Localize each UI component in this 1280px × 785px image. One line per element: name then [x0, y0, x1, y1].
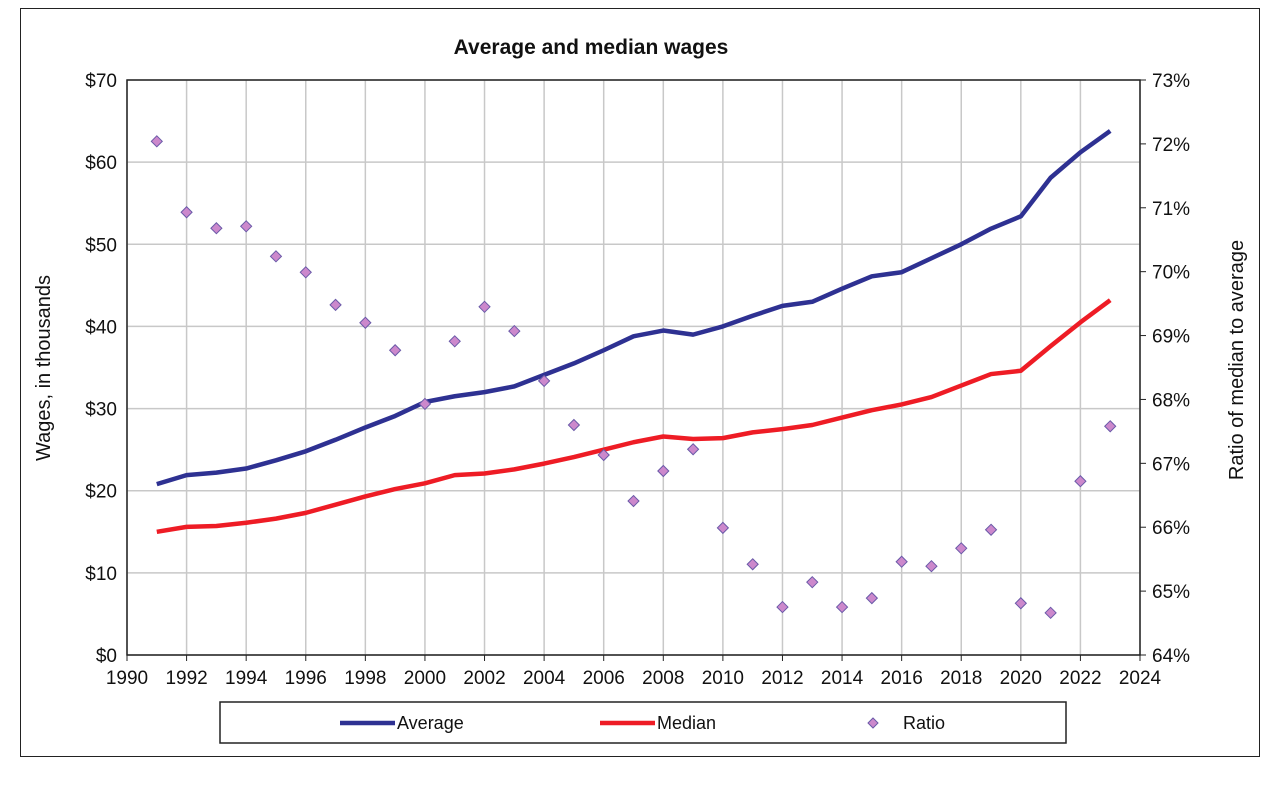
- ratio-point: [329, 298, 342, 312]
- y-tick-label: $50: [85, 235, 117, 256]
- ratio-point: [955, 542, 968, 555]
- y2-tick-label: 68%: [1152, 390, 1190, 411]
- x-tick-label: 2010: [702, 668, 744, 689]
- ratio-point: [835, 600, 849, 614]
- ratio-point: [418, 397, 432, 411]
- y-tick-label: $0: [96, 646, 117, 667]
- x-tick-label: 1992: [165, 668, 207, 689]
- ratio-point: [388, 344, 402, 357]
- y-tick-label: $10: [85, 564, 117, 585]
- y2-tick-label: 67%: [1152, 454, 1190, 475]
- ratio-point: [865, 591, 879, 605]
- y2-tick-label: 64%: [1152, 646, 1190, 667]
- ratio-point: [716, 521, 730, 535]
- x-tick-label: 1994: [225, 668, 268, 689]
- ratio-point: [1014, 597, 1028, 610]
- ratio-point: [925, 559, 938, 573]
- ratio-point: [210, 222, 223, 235]
- x-tick-label: 2020: [1000, 668, 1042, 689]
- ratio-point: [1074, 475, 1087, 488]
- y2-tick-label: 71%: [1152, 199, 1190, 220]
- x-tick-label: 2024: [1119, 668, 1162, 689]
- legend-label-ratio: Ratio: [903, 713, 945, 733]
- x-tick-label: 2014: [821, 668, 864, 689]
- y-tick-label: $40: [85, 317, 117, 338]
- ratio-point: [984, 523, 998, 536]
- ratio-point: [508, 324, 521, 338]
- ratio-point: [746, 558, 759, 571]
- plot-area: [126, 79, 1141, 656]
- series-marks: [150, 129, 1117, 620]
- x-tick-label: 2012: [761, 668, 803, 689]
- legend-label-average: Average: [397, 713, 464, 733]
- x-tick-label: 2018: [940, 668, 982, 689]
- y2-tick-label: 69%: [1152, 327, 1190, 348]
- ratio-point: [537, 374, 551, 388]
- y-tick-label: $30: [85, 400, 117, 421]
- x-tick-label: 2004: [523, 668, 566, 689]
- legend-label-median: Median: [657, 713, 716, 733]
- y-tick-label: $20: [85, 482, 117, 503]
- ratio-point: [150, 135, 164, 148]
- y-tick-label: $60: [85, 153, 117, 174]
- ratio-point: [567, 418, 581, 432]
- legend-swatch-ratio: [867, 717, 879, 729]
- y-tick-label: $70: [85, 71, 117, 92]
- ratio-point: [180, 206, 193, 219]
- x-tick-label: 1990: [106, 668, 148, 689]
- x-tick-label: 1996: [285, 668, 327, 689]
- y2-tick-label: 72%: [1152, 135, 1190, 156]
- x-tick-label: 2006: [583, 668, 625, 689]
- axes: 1990 1992 1994 1996 1998 2000 2002 2004 2006 2008…: [85, 71, 1190, 689]
- ratio-point: [776, 600, 789, 614]
- ratio-point: [895, 555, 908, 568]
- x-tick-label: 2002: [463, 668, 505, 689]
- ratio-point: [359, 316, 372, 329]
- ratio-point: [686, 443, 700, 456]
- y-axis-label: Wages, in thousands: [33, 275, 55, 461]
- y2-tick-label: 65%: [1152, 582, 1190, 603]
- y2-axis-label: Ratio of median to average: [1226, 240, 1248, 480]
- y2-tick-label: 70%: [1152, 263, 1190, 284]
- ratio-point: [627, 494, 640, 508]
- ratio-point: [806, 575, 819, 589]
- x-tick-label: 1998: [344, 668, 386, 689]
- ratio-point: [597, 448, 610, 462]
- ratio-point: [269, 250, 283, 263]
- y2-tick-label: 73%: [1152, 71, 1190, 92]
- ratio-point: [657, 464, 670, 478]
- x-tick-label: 2000: [404, 668, 446, 689]
- ratio-point: [1103, 420, 1117, 433]
- series-line-average: [156, 129, 1112, 487]
- x-tick-label: 2022: [1059, 668, 1101, 689]
- ratio-point: [299, 266, 312, 279]
- ratio-point: [478, 300, 491, 314]
- grid: [126, 79, 1141, 656]
- x-tick-label: 2008: [642, 668, 684, 689]
- ratio-point: [1044, 606, 1057, 620]
- chart-frame: [20, 8, 1260, 757]
- chart-title: Average and median wages: [454, 36, 729, 59]
- x-tick-label: 2016: [881, 668, 923, 689]
- ratio-point: [239, 220, 253, 233]
- y2-tick-label: 66%: [1152, 518, 1190, 539]
- ratio-point: [448, 335, 461, 348]
- legend: Average Median Ratio: [219, 701, 1067, 744]
